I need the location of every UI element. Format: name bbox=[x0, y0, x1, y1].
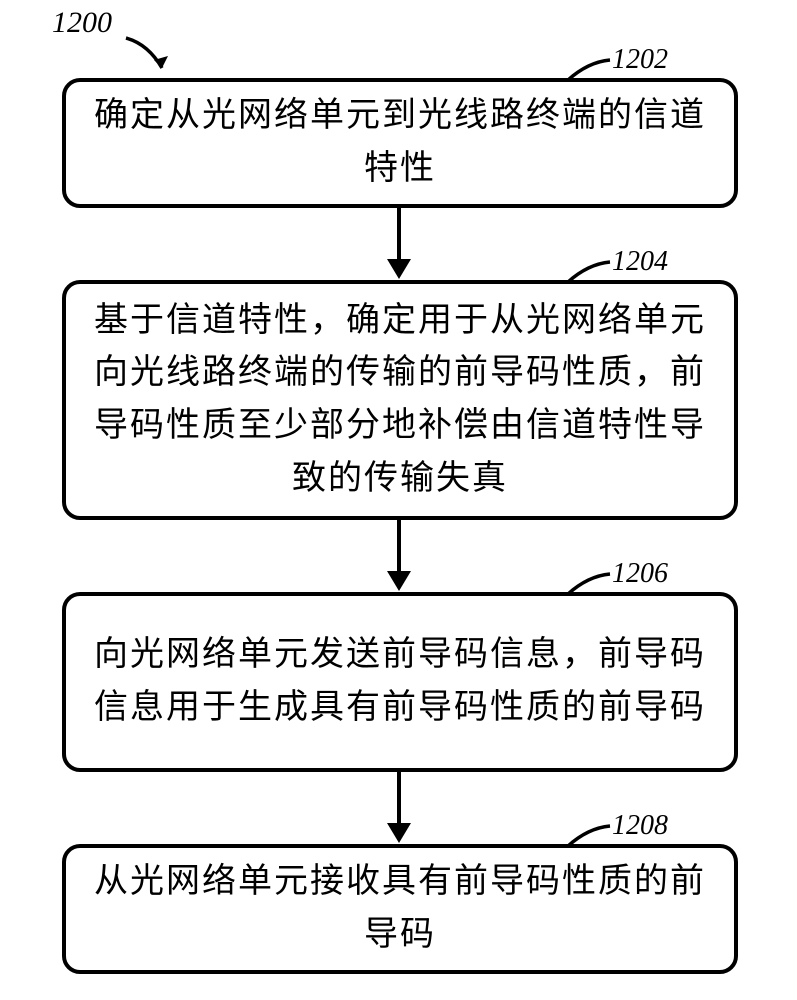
flow-number-text: 1200 bbox=[52, 6, 112, 39]
flow-number-label: 1200 bbox=[52, 6, 112, 40]
step-label-1208: 1208 bbox=[612, 810, 668, 842]
step-label-1208-text: 1208 bbox=[612, 810, 668, 841]
step-label-1206: 1206 bbox=[612, 558, 668, 590]
flow-number-arrow bbox=[118, 34, 188, 84]
step-box-1204: 基于信道特性，确定用于从光网络单元向光线路终端的传输的前导码性质，前导码性质至少… bbox=[62, 280, 738, 520]
step-label-1202: 1202 bbox=[612, 44, 668, 76]
step-text-1202: 确定从光网络单元到光线路终端的信道特性 bbox=[86, 90, 714, 195]
step-label-1204-text: 1204 bbox=[612, 246, 668, 277]
step-box-1208: 从光网络单元接收具有前导码性质的前导码 bbox=[62, 844, 738, 974]
arrow-1202-1204 bbox=[387, 208, 411, 279]
step-label-1202-text: 1202 bbox=[612, 44, 668, 75]
step-box-1206: 向光网络单元发送前导码信息，前导码信息用于生成具有前导码性质的前导码 bbox=[62, 592, 738, 772]
step-box-1202: 确定从光网络单元到光线路终端的信道特性 bbox=[62, 78, 738, 208]
arrow-1204-1206 bbox=[387, 520, 411, 591]
step-text-1208: 从光网络单元接收具有前导码性质的前导码 bbox=[86, 856, 714, 961]
step-text-1206: 向光网络单元发送前导码信息，前导码信息用于生成具有前导码性质的前导码 bbox=[86, 629, 714, 734]
step-label-1204: 1204 bbox=[612, 246, 668, 278]
flowchart-canvas: 1200 1202 确定从光网络单元到光线路终端的信道特性 1204 基于信道特… bbox=[0, 0, 797, 1000]
arrow-1206-1208 bbox=[387, 772, 411, 843]
step-label-1206-text: 1206 bbox=[612, 558, 668, 589]
step-text-1204: 基于信道特性，确定用于从光网络单元向光线路终端的传输的前导码性质，前导码性质至少… bbox=[86, 295, 714, 506]
